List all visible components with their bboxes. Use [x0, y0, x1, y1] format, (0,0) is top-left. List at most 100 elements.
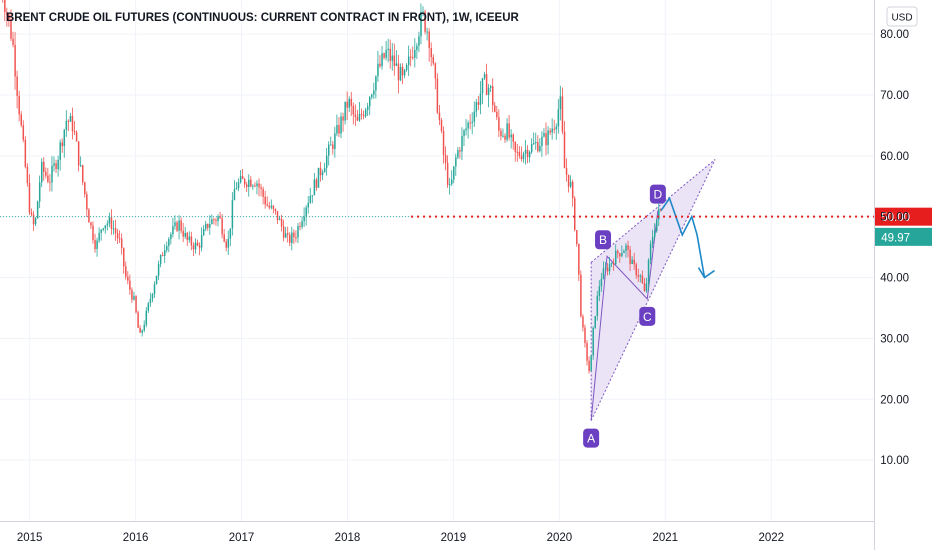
candle-body [114, 228, 117, 234]
candle-body [272, 205, 275, 210]
candle-body [32, 214, 35, 225]
candle-body [211, 219, 213, 225]
reference-price-badge [875, 207, 932, 226]
candle-body [219, 216, 221, 219]
candle-body [619, 253, 621, 257]
candle-body [141, 330, 143, 333]
candle-body [133, 296, 135, 300]
candle-body [147, 303, 150, 311]
candle-body [576, 230, 578, 244]
x-tick-label: 2016 [123, 532, 149, 544]
pattern-point-label: C [643, 310, 652, 324]
currency-button[interactable]: USD [886, 6, 918, 27]
candle-body [118, 238, 121, 240]
last-price-label: 49.97 [881, 232, 910, 244]
candle-body [407, 56, 410, 65]
candle-body [629, 249, 631, 264]
candle-body [586, 343, 588, 361]
candle-body [479, 93, 482, 105]
candle-body [174, 222, 176, 227]
candle-body [416, 45, 418, 50]
x-tick-label: 2017 [229, 532, 255, 544]
candle-body [543, 133, 545, 137]
candle-body [643, 283, 646, 291]
candle-body [161, 255, 164, 257]
candle-body [168, 239, 170, 246]
y-tick-label: 10.00 [880, 455, 909, 467]
candle-body [487, 87, 490, 95]
pattern-point-badge [583, 428, 600, 448]
y-tick-label: 20.00 [880, 394, 909, 406]
candle-body [574, 198, 576, 231]
candle-body [403, 70, 406, 76]
candle-body [399, 66, 402, 81]
candle-body [196, 242, 199, 246]
candle-body [252, 185, 254, 187]
candle-body [305, 207, 307, 217]
pattern-channel-upper [590, 159, 716, 263]
y-tick-label: 60.00 [880, 151, 909, 163]
candle-body [20, 114, 22, 126]
pattern-point-label: D [654, 188, 663, 202]
candle-body [553, 128, 555, 130]
candle-body [451, 179, 453, 185]
candle-body [268, 205, 271, 208]
candle-body [116, 233, 119, 239]
candle-body [647, 259, 650, 284]
candle-body [157, 264, 160, 276]
candle-body [567, 174, 570, 187]
candle-body [594, 316, 596, 328]
candle-body [633, 259, 635, 265]
candle-body [635, 264, 637, 276]
candle-body [221, 218, 223, 235]
candle-body [319, 167, 322, 176]
candle-body [375, 76, 377, 91]
candle-body [660, 208, 662, 210]
candle-body [555, 126, 558, 130]
candle-body [313, 179, 316, 196]
candle-body [90, 222, 92, 226]
candle-body [557, 109, 560, 127]
candle-body [84, 182, 86, 195]
candle-body [239, 176, 242, 183]
candle-body [295, 237, 297, 239]
candle-body [266, 204, 268, 206]
candle-body [604, 267, 607, 269]
candle-body [217, 216, 219, 222]
candle-body [24, 139, 27, 167]
candle-body [307, 202, 309, 208]
candle-body [207, 223, 209, 228]
candle-body [379, 63, 381, 67]
candle-body [436, 78, 439, 113]
candle-body [344, 101, 346, 121]
candle-body [440, 119, 443, 131]
candle-body [430, 48, 432, 58]
candle-body [481, 78, 484, 94]
candle-body [12, 38, 14, 45]
abcd-pattern[interactable]: A B C D [583, 159, 716, 448]
candle-body [57, 159, 59, 170]
candle-body [309, 195, 312, 203]
candle-body [391, 55, 394, 61]
projection-arrowhead [697, 267, 715, 279]
candle-body [77, 141, 80, 166]
candle-body [120, 238, 123, 248]
candle-body [530, 143, 533, 152]
candle-body [637, 275, 640, 277]
candle-body [293, 232, 295, 238]
candle-body [274, 209, 277, 211]
candle-body [414, 49, 416, 58]
candle-body [139, 327, 141, 333]
candle-body [299, 226, 301, 228]
candle-body [102, 228, 104, 230]
candle-body [387, 48, 389, 51]
candle-body [289, 234, 291, 243]
candle-body [334, 133, 336, 149]
y-tick-label: 30.00 [880, 333, 909, 345]
candle-body [317, 167, 320, 188]
candle-body [510, 134, 512, 138]
candles [2, 0, 662, 374]
candle-body [350, 98, 353, 106]
